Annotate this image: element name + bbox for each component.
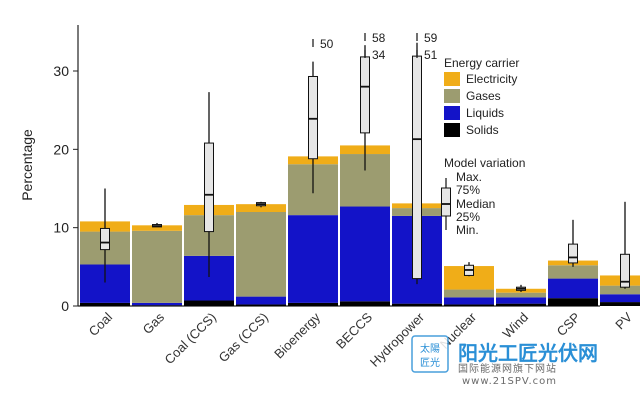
legend-item-solids: Solids	[466, 123, 499, 137]
iqr-box-2	[204, 142, 214, 233]
watermark-brand: 阳光工匠光伏网	[458, 341, 598, 365]
watermark-url: www.21SPV.com	[462, 376, 557, 387]
bar-segment-liquids-10	[600, 294, 640, 303]
legend-swatch-gases	[444, 89, 460, 103]
bar-segment-gases-9	[548, 265, 598, 279]
legend-swatch-solids	[444, 123, 460, 137]
legend-swatch-liquids	[444, 106, 460, 120]
bar-segment-electricity-1	[132, 225, 182, 231]
variation-legend-label: 25%	[456, 210, 480, 224]
variation-legend-label: Median	[456, 197, 495, 211]
bar-segment-liquids-1	[132, 302, 182, 306]
iqr-box-0	[100, 227, 110, 251]
outlier-label-6: 51	[424, 48, 438, 62]
watermark-stamp-top: 太陽	[420, 342, 440, 355]
x-category-label: BECCS	[333, 309, 376, 352]
stacked-bars	[80, 145, 640, 306]
bar-segment-liquids-5	[340, 206, 390, 302]
watermark-stamp-bottom: 匠光	[420, 356, 440, 369]
x-category-label: Coal (CCS)	[162, 310, 220, 368]
legend-item-gases: Gases	[466, 89, 501, 103]
legend-title: Energy carrier	[444, 56, 519, 70]
bar-segment-solids-6	[392, 303, 442, 306]
outlier-label-5: 58	[372, 31, 386, 45]
bar-segment-gases-1	[132, 230, 182, 303]
x-category-label: Gas	[140, 309, 168, 337]
outlier-label-5: 34	[372, 48, 386, 62]
legend-item-liquids: Liquids	[466, 106, 504, 120]
bar-segment-solids-5	[340, 301, 390, 306]
bar-segment-liquids-4	[288, 215, 338, 303]
iqr-box-10	[620, 253, 630, 288]
bar-segment-liquids-8	[496, 297, 546, 304]
y-tick-label: 0	[61, 298, 69, 314]
legend: Energy carrier Electricity Gases Liquids Sol…	[441, 56, 525, 237]
bar-segment-gases-3	[236, 212, 286, 297]
bar-segment-solids-3	[236, 304, 286, 306]
y-axis-label: Percentage	[19, 129, 35, 201]
legend-item-electricity: Electricity	[466, 72, 517, 86]
iqr-box-5	[360, 56, 370, 134]
x-category-label: CSP	[554, 310, 584, 340]
bar-segment-liquids-3	[236, 296, 286, 305]
bar-segment-solids-9	[548, 298, 598, 306]
x-category-label: Wind	[500, 310, 532, 342]
iqr-box-9	[568, 243, 578, 264]
bar-segment-solids-8	[496, 303, 546, 306]
bar-segment-solids-4	[288, 302, 338, 306]
y-tick-label: 20	[53, 141, 69, 157]
variation-legend-box	[441, 187, 451, 217]
x-category-label: Gas (CCS)	[216, 310, 272, 366]
bar-segment-solids-7	[444, 304, 494, 306]
variation-legend-label: Min.	[456, 223, 479, 237]
x-category-label: Bioenergy	[271, 309, 323, 361]
bar-segment-solids-2	[184, 300, 234, 306]
bar-segment-liquids-9	[548, 278, 598, 299]
bar-segment-solids-10	[600, 302, 640, 306]
bar-segment-gases-8	[496, 292, 546, 298]
x-category-label: Coal	[86, 309, 116, 339]
model-variation-boxplots	[100, 33, 630, 292]
bar-segment-solids-0	[80, 302, 130, 306]
bar-segment-electricity-7	[444, 266, 494, 290]
x-category-label: PV	[612, 309, 635, 332]
variation-legend-title: Model variation	[444, 156, 525, 170]
watermark-stamp	[411, 335, 449, 373]
watermark-tagline: 国际能源网旗下网站	[458, 362, 557, 375]
bar-segment-electricity-3	[236, 204, 286, 212]
watermark: 太陽 匠光 阳光工匠光伏网 国际能源网旗下网站 www.21SPV.com	[411, 335, 598, 387]
bar-segment-liquids-7	[444, 297, 494, 305]
variation-legend-label: Max.	[456, 170, 482, 184]
variation-legend-label: 75%	[456, 183, 480, 197]
bar-segment-solids-1	[132, 305, 182, 306]
legend-swatch-electricity	[444, 72, 460, 86]
iqr-box-6	[412, 55, 422, 280]
bar-segment-gases-10	[600, 285, 640, 295]
outlier-label-4: 50	[320, 37, 334, 51]
outlier-label-6: 59	[424, 31, 438, 45]
y-tick-label: 10	[53, 220, 69, 236]
bar-segment-gases-7	[444, 289, 494, 298]
y-tick-label: 30	[53, 63, 69, 79]
iqr-box-4	[308, 75, 318, 160]
